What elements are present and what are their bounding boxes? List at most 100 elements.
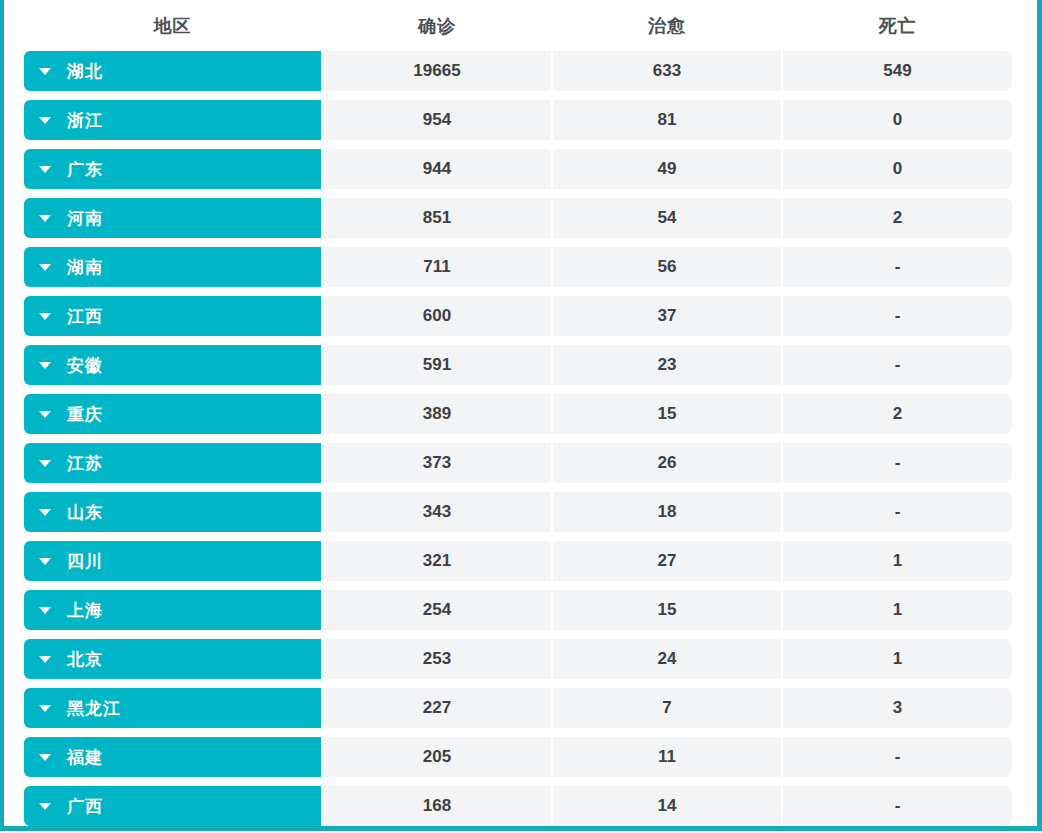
confirmed-value-cell: 254 [323, 590, 551, 630]
region-label: 浙江 [67, 109, 103, 132]
region-label: 四川 [67, 550, 103, 573]
caret-down-icon [39, 607, 51, 614]
region-label: 山东 [67, 501, 103, 524]
deaths-value-cell: 0 [783, 100, 1012, 140]
caret-down-icon [39, 264, 51, 271]
region-stats-panel: 地区 确诊 治愈 死亡 湖北 19665 633 549 浙江 954 81 0… [0, 0, 1042, 831]
deaths-value-cell: - [783, 443, 1012, 483]
caret-down-icon [39, 411, 51, 418]
cured-value-cell: 27 [553, 541, 781, 581]
region-expand-button[interactable]: 上海 [24, 590, 321, 630]
confirmed-value-cell: 321 [323, 541, 551, 581]
table-row: 广西 168 14 - [24, 786, 1012, 826]
caret-down-icon [39, 509, 51, 516]
region-label: 湖北 [67, 60, 103, 83]
cured-value-cell: 11 [553, 737, 781, 777]
cured-value-cell: 7 [553, 688, 781, 728]
region-expand-button[interactable]: 广东 [24, 149, 321, 189]
region-label: 河南 [67, 207, 103, 230]
cured-value-cell: 23 [553, 345, 781, 385]
confirmed-value-cell: 389 [323, 394, 551, 434]
confirmed-value-cell: 373 [323, 443, 551, 483]
region-expand-button[interactable]: 江苏 [24, 443, 321, 483]
region-expand-button[interactable]: 江西 [24, 296, 321, 336]
column-header-region: 地区 [24, 14, 321, 38]
table-row: 山东 343 18 - [24, 492, 1012, 532]
caret-down-icon [39, 705, 51, 712]
table-row: 江苏 373 26 - [24, 443, 1012, 483]
cured-value-cell: 18 [553, 492, 781, 532]
confirmed-value-cell: 954 [323, 100, 551, 140]
region-label: 湖南 [67, 256, 103, 279]
region-label: 江苏 [67, 452, 103, 475]
caret-down-icon [39, 754, 51, 761]
table-row: 广东 944 49 0 [24, 149, 1012, 189]
table-row: 上海 254 15 1 [24, 590, 1012, 630]
caret-down-icon [39, 166, 51, 173]
column-header-confirmed: 确诊 [323, 14, 551, 38]
table-row: 浙江 954 81 0 [24, 100, 1012, 140]
deaths-value-cell: - [783, 345, 1012, 385]
caret-down-icon [39, 68, 51, 75]
table-body: 湖北 19665 633 549 浙江 954 81 0 广东 944 49 0… [4, 51, 1037, 826]
region-expand-button[interactable]: 广西 [24, 786, 321, 826]
deaths-value-cell: - [783, 247, 1012, 287]
caret-down-icon [39, 313, 51, 320]
cured-value-cell: 37 [553, 296, 781, 336]
column-header-cured: 治愈 [553, 14, 781, 38]
confirmed-value-cell: 19665 [323, 51, 551, 91]
deaths-value-cell: - [783, 492, 1012, 532]
deaths-value-cell: 2 [783, 394, 1012, 434]
region-label: 北京 [67, 648, 103, 671]
region-expand-button[interactable]: 四川 [24, 541, 321, 581]
table-row: 黑龙江 227 7 3 [24, 688, 1012, 728]
region-expand-button[interactable]: 河南 [24, 198, 321, 238]
table-row: 安徽 591 23 - [24, 345, 1012, 385]
cured-value-cell: 24 [553, 639, 781, 679]
table-header-row: 地区 确诊 治愈 死亡 [24, 0, 1012, 51]
deaths-value-cell: - [783, 786, 1012, 826]
cured-value-cell: 49 [553, 149, 781, 189]
deaths-value-cell: 1 [783, 590, 1012, 630]
deaths-value-cell: 1 [783, 541, 1012, 581]
region-expand-button[interactable]: 重庆 [24, 394, 321, 434]
deaths-value-cell: - [783, 737, 1012, 777]
region-expand-button[interactable]: 山东 [24, 492, 321, 532]
table-row: 河南 851 54 2 [24, 198, 1012, 238]
region-label: 黑龙江 [67, 697, 121, 720]
caret-down-icon [39, 656, 51, 663]
region-expand-button[interactable]: 福建 [24, 737, 321, 777]
table-row: 北京 253 24 1 [24, 639, 1012, 679]
region-label: 江西 [67, 305, 103, 328]
region-expand-button[interactable]: 北京 [24, 639, 321, 679]
confirmed-value-cell: 227 [323, 688, 551, 728]
confirmed-value-cell: 600 [323, 296, 551, 336]
region-label: 广西 [67, 795, 103, 818]
confirmed-value-cell: 851 [323, 198, 551, 238]
region-expand-button[interactable]: 浙江 [24, 100, 321, 140]
cured-value-cell: 633 [553, 51, 781, 91]
table-row: 湖南 711 56 - [24, 247, 1012, 287]
caret-down-icon [39, 558, 51, 565]
caret-down-icon [39, 362, 51, 369]
cured-value-cell: 54 [553, 198, 781, 238]
region-expand-button[interactable]: 湖南 [24, 247, 321, 287]
caret-down-icon [39, 215, 51, 222]
caret-down-icon [39, 803, 51, 810]
deaths-value-cell: 0 [783, 149, 1012, 189]
confirmed-value-cell: 168 [323, 786, 551, 826]
confirmed-value-cell: 711 [323, 247, 551, 287]
table-row: 江西 600 37 - [24, 296, 1012, 336]
table-row: 湖北 19665 633 549 [24, 51, 1012, 91]
region-expand-button[interactable]: 安徽 [24, 345, 321, 385]
region-expand-button[interactable]: 湖北 [24, 51, 321, 91]
region-label: 福建 [67, 746, 103, 769]
region-expand-button[interactable]: 黑龙江 [24, 688, 321, 728]
deaths-value-cell: - [783, 296, 1012, 336]
confirmed-value-cell: 253 [323, 639, 551, 679]
region-label: 安徽 [67, 354, 103, 377]
deaths-value-cell: 3 [783, 688, 1012, 728]
table-row: 重庆 389 15 2 [24, 394, 1012, 434]
deaths-value-cell: 2 [783, 198, 1012, 238]
cured-value-cell: 81 [553, 100, 781, 140]
